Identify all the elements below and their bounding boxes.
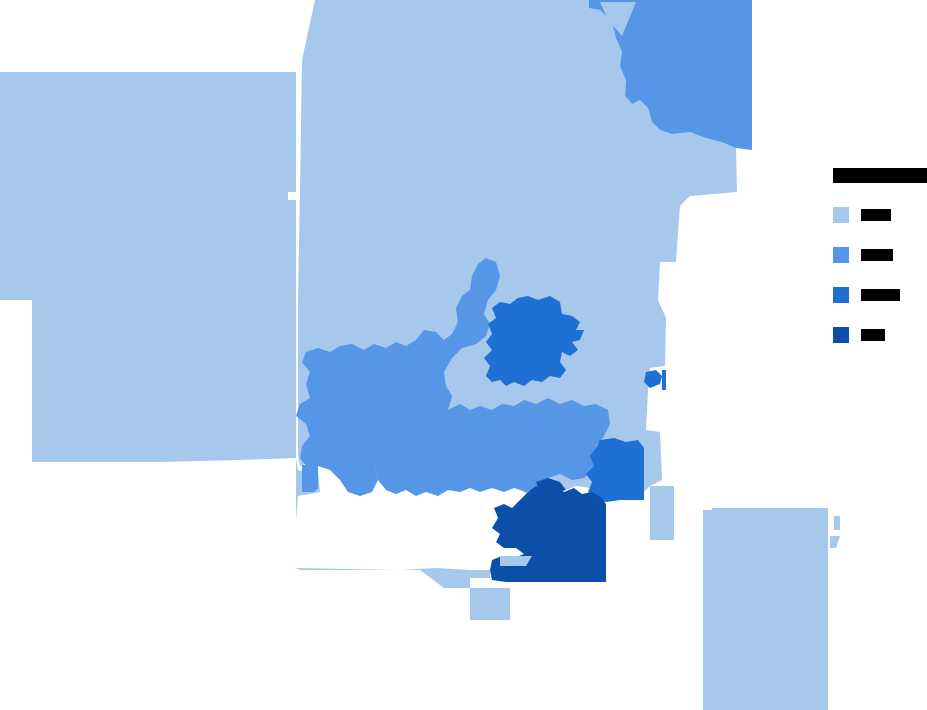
region-south-small-block[interactable] (470, 588, 510, 620)
region-west-small-enclave[interactable] (302, 465, 318, 492)
region-east-enclave-tail[interactable] (662, 370, 666, 390)
region-west-central-region[interactable] (296, 258, 500, 496)
region-inset-inner-accent-upper[interactable] (834, 516, 840, 530)
map-layer-tier4 (490, 478, 606, 582)
legend-label-redaction-2 (861, 249, 893, 261)
legend-label-redaction-4 (861, 329, 885, 341)
region-south-core-region[interactable] (490, 486, 606, 582)
region-inset-inner-accent-lower[interactable] (830, 536, 840, 548)
map-layer-tier2 (296, 0, 752, 496)
legend-title-redaction-bar (833, 168, 927, 183)
region-central-region[interactable] (484, 296, 584, 386)
region-inset-inner-gap[interactable] (828, 508, 846, 710)
legend-label-redaction-3 (861, 289, 900, 301)
legend-swatch-tier4 (833, 327, 849, 343)
legend-item-1[interactable] (833, 207, 927, 223)
region-southeast-inset-panel[interactable] (701, 508, 846, 710)
region-northwest-block[interactable] (0, 72, 296, 462)
region-northeast-notch[interactable] (600, 2, 636, 36)
region-northeast-region[interactable] (589, 0, 752, 150)
region-inset-left-edge[interactable] (703, 510, 712, 710)
region-southeast-region[interactable] (586, 438, 644, 502)
map-legend (833, 168, 927, 343)
region-east-strip[interactable] (650, 486, 674, 540)
region-south-central-region[interactable] (374, 398, 610, 496)
legend-swatch-tier1 (833, 207, 849, 223)
region-south-core-top-spur[interactable] (536, 478, 566, 494)
legend-item-3[interactable] (833, 287, 927, 303)
legend-label-redaction-1 (861, 209, 891, 221)
map-layer-tier3 (484, 296, 666, 502)
legend-item-2[interactable] (833, 247, 927, 263)
legend-swatch-tier2 (833, 247, 849, 263)
region-south-core-notch[interactable] (500, 556, 532, 566)
legend-swatch-tier3 (833, 287, 849, 303)
legend-item-4[interactable] (833, 327, 927, 343)
region-east-enclave[interactable] (644, 370, 662, 388)
